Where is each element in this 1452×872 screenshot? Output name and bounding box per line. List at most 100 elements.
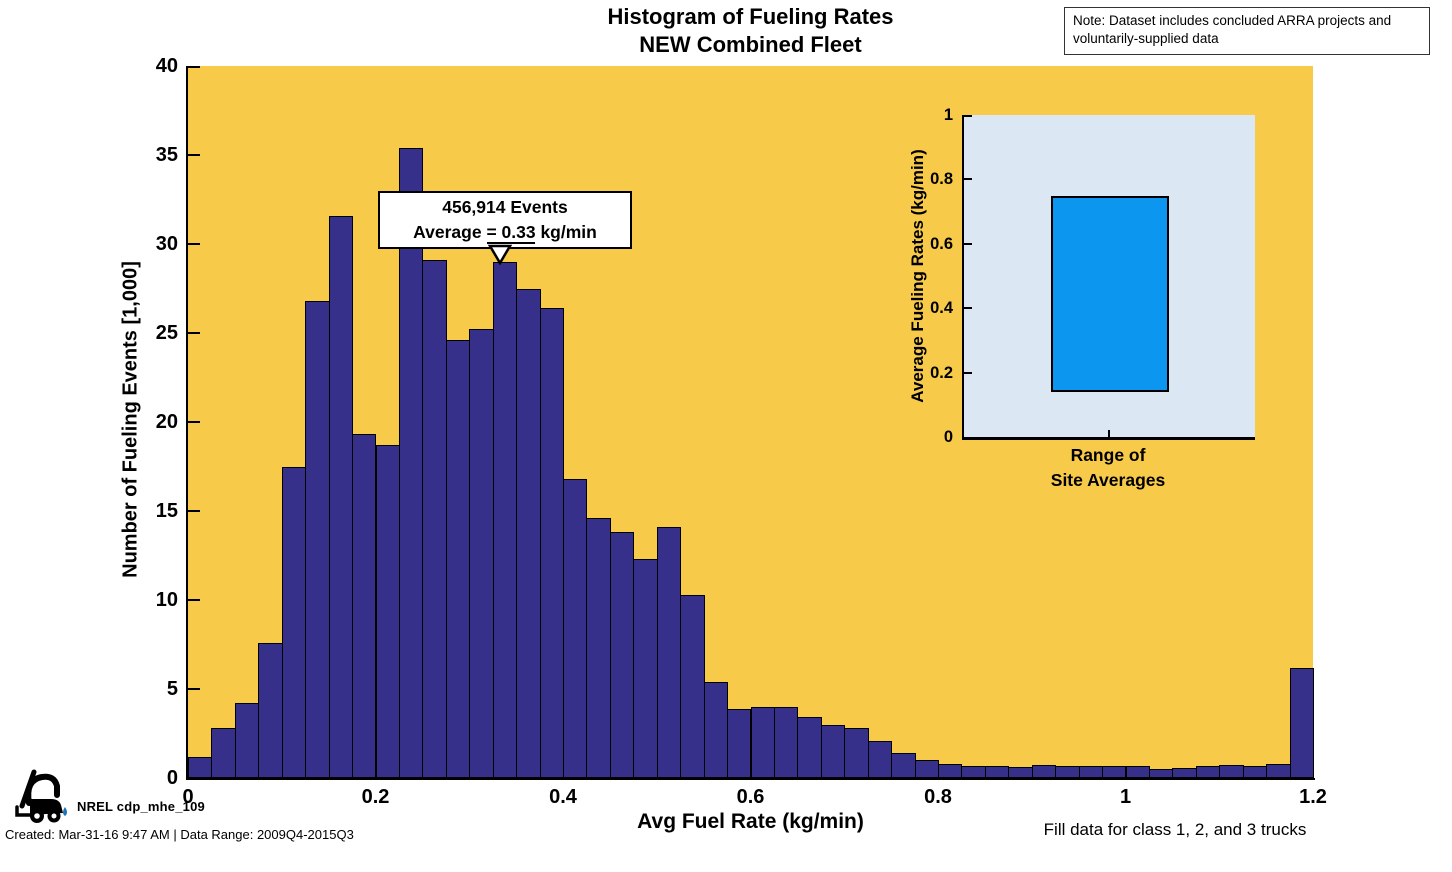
y-tick-label: 20 [155,411,178,433]
histogram-bar [914,760,939,778]
annotation-callout: 456,914 Events Average = 0.33 kg/min [378,191,632,249]
inset-y-tick-label: 0.6 [930,234,953,253]
histogram-bar [516,288,541,778]
histogram-bar [609,532,635,778]
inset-y-tick-label: 0.4 [930,299,953,318]
histogram-bar [797,717,822,778]
inset-y-tick-label: 0.2 [930,363,953,382]
y-tick-mark [188,510,200,512]
histogram-bar [1266,763,1291,778]
y-axis-line [186,66,188,780]
histogram-bar [211,728,236,778]
histogram-bar [398,147,424,778]
x-tick-label: 0.2 [361,786,390,808]
nrel-credit: NREL cdp_mhe_109 [77,799,205,814]
y-tick-label: 35 [155,144,178,166]
histogram-bar [961,765,986,778]
fill-data-note: Fill data for class 1, 2, and 3 trucks [1043,820,1307,839]
y-tick-mark [188,66,200,68]
histogram-bar [375,445,400,778]
histogram-bar [1031,764,1057,778]
histogram-bar [1055,765,1080,778]
histogram-bar [469,329,494,778]
histogram-bar [820,724,846,778]
forklift-logo-icon [15,769,67,823]
inset-range-bar [1051,195,1169,392]
histogram-bar [539,308,564,778]
histogram-bar [1195,765,1221,778]
histogram-bar [422,260,447,778]
y-tick-label: 40 [155,55,178,77]
y-tick-mark [188,243,200,245]
y-tick-label: 15 [155,500,178,522]
inset-y-tick-label: 1 [943,106,953,124]
histogram-bar [188,756,213,778]
chart-title-line-1: Histogram of Fueling Rates [607,4,894,29]
y-tick-mark [188,688,200,690]
annotation-line-1: 456,914 Events [442,197,568,217]
histogram-bar [1148,769,1174,778]
histogram-bar [750,706,775,778]
inset-x-axis-title: Range of Site Averages [1008,443,1208,493]
inset-y-tick-mark [964,178,972,181]
histogram-bar [656,527,682,778]
inset-y-tick-label: 0.8 [930,170,953,189]
histogram-bar [281,466,307,778]
histogram-bar [867,740,893,778]
y-tick-mark [188,332,200,334]
histogram-bar [703,681,729,778]
x-axis-title: Avg Fuel Rate (kg/min) [637,810,864,833]
inset-y-tick-mark [964,115,972,117]
histogram-bar [633,559,658,778]
inset-plot-area [962,115,1255,440]
annotation-line-2: Average = 0.33 kg/min [413,222,597,242]
inset-x-axis-title-line-1: Range of [1070,445,1146,465]
histogram-bar [984,766,1010,778]
histogram-bar [492,261,518,778]
histogram-bar [1008,767,1033,778]
x-tick-label: 1 [1119,786,1132,808]
histogram-bar [328,215,354,778]
inset-x-tick-mark [1108,430,1110,437]
histogram-bar [1078,765,1104,778]
y-tick-mark [188,599,200,601]
histogram-bar [1219,764,1244,778]
chart-title: Histogram of Fueling Rates NEW Combined … [188,3,1313,59]
histogram-bar [1125,766,1150,778]
histogram-bar [773,706,799,778]
histogram-bar [1242,765,1268,778]
inset-y-axis-title: Average Fueling Rates (kg/min) [908,149,927,403]
inset-y-tick-label: 0 [943,428,953,446]
histogram-bar [844,728,869,778]
histogram-bar [352,434,377,778]
y-tick-label: 30 [155,233,178,255]
inset-x-axis-title-line-2: Site Averages [1050,470,1166,490]
y-tick-label: 5 [166,678,178,700]
y-tick-label: 25 [155,322,178,344]
x-tick-label: 0.4 [549,786,577,808]
histogram-bar [891,753,916,778]
annotation-arrow-icon [487,244,513,266]
histogram-bar [234,703,260,778]
x-tick-label: 1.2 [1299,786,1327,808]
histogram-bar [586,518,611,778]
y-tick-label: 0 [166,767,178,789]
histogram-bar [563,478,588,778]
x-tick-label: 0.8 [924,786,952,808]
y-tick-label: 10 [155,589,178,611]
chart-title-line-2: NEW Combined Fleet [639,32,862,57]
y-tick-mark [188,154,200,156]
creation-info: Created: Mar-31-16 9:47 AM | Data Range:… [5,827,354,842]
inset-y-tick-mark [964,242,972,245]
inset-y-tick-mark [964,307,972,310]
y-tick-mark [188,421,200,423]
histogram-bar [727,708,752,778]
histogram-bar [1289,667,1314,778]
x-axis-line [186,778,1315,780]
histogram-bar [305,300,330,778]
histogram-bar [938,763,963,778]
histogram-bar [445,340,471,778]
histogram-bar [1172,768,1197,778]
x-tick-label: 0.6 [736,786,765,808]
